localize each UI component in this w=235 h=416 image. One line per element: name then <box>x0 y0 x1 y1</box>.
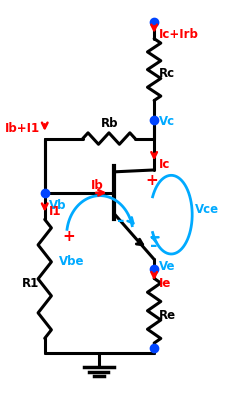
Text: Ic+Irb: Ic+Irb <box>159 28 199 41</box>
Text: +: + <box>63 230 75 245</box>
Text: Re: Re <box>159 309 176 322</box>
Text: Rc: Rc <box>159 67 175 80</box>
Text: R1: R1 <box>22 277 39 290</box>
Text: Vbe: Vbe <box>59 255 85 268</box>
Text: Vc: Vc <box>159 115 175 128</box>
Text: Ve: Ve <box>159 260 175 273</box>
Text: Ie: Ie <box>159 277 171 290</box>
Text: I1: I1 <box>49 206 61 218</box>
Text: Vce: Vce <box>195 203 219 216</box>
Text: +: + <box>146 173 159 188</box>
Text: -: - <box>117 212 125 230</box>
Text: Ib+I1: Ib+I1 <box>5 121 40 135</box>
Text: Ib: Ib <box>91 178 104 192</box>
Text: Ic: Ic <box>159 158 170 171</box>
Text: Rb: Rb <box>101 117 118 130</box>
Text: -: - <box>150 238 158 255</box>
Text: Vb: Vb <box>49 199 66 212</box>
